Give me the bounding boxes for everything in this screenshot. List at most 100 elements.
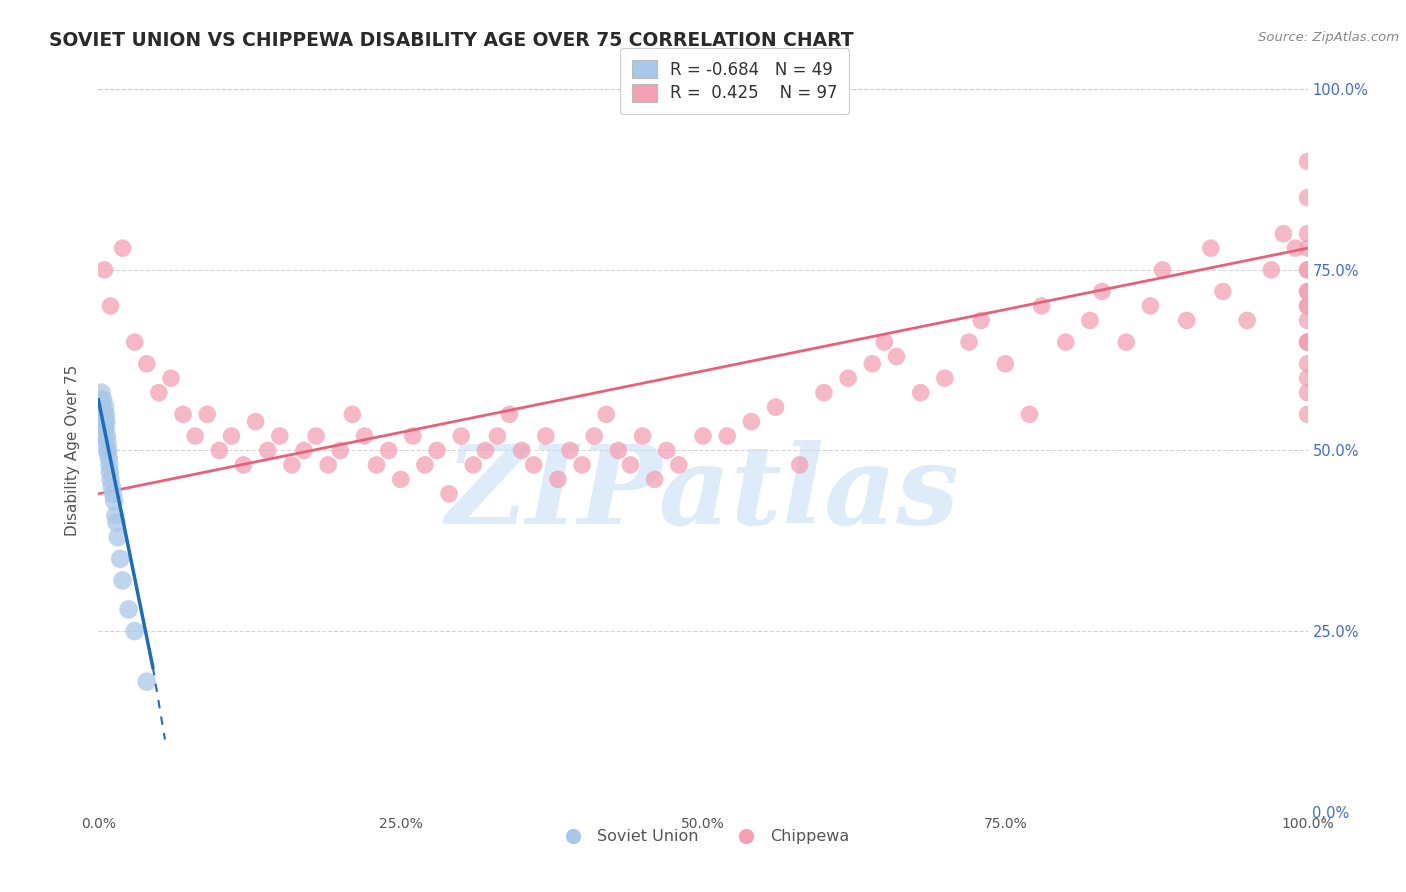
Point [1212,285,1234,299]
Point [655,443,678,458]
Point [1272,227,1295,241]
Point [474,443,496,458]
Point [523,458,546,472]
Point [195,407,218,421]
Point [1296,334,1319,349]
Point [90,422,112,436]
Point [89,415,111,429]
Point [402,429,425,443]
Point [1078,313,1101,327]
Text: ZIPatlas: ZIPatlas [446,440,960,548]
Point [510,443,533,458]
Point [89,415,111,429]
Point [910,385,932,400]
Point [1296,299,1319,313]
Point [108,551,131,566]
Point [644,472,666,486]
Point [1054,334,1077,349]
Point [107,530,129,544]
Point [91,415,114,429]
Point [837,371,859,385]
Point [96,415,118,429]
Point [1296,154,1319,169]
Point [886,350,908,364]
Point [100,472,122,486]
Point [1296,285,1319,299]
Point [668,458,690,472]
Point [221,429,243,443]
Point [232,458,254,472]
Point [558,443,581,458]
Point [94,422,117,436]
Point [316,458,339,472]
Point [98,458,121,472]
Point [104,508,127,523]
Point [90,415,112,429]
Point [135,674,157,689]
Point [111,241,134,255]
Point [89,429,111,443]
Y-axis label: Disability Age Over 75: Disability Age Over 75 [65,365,80,536]
Point [1296,299,1319,313]
Point [93,429,115,443]
Point [93,422,115,436]
Point [100,480,122,494]
Point [607,443,630,458]
Point [100,299,122,313]
Point [789,458,811,472]
Point [716,429,738,443]
Point [740,415,762,429]
Point [256,443,278,458]
Point [89,400,111,414]
Point [1296,371,1319,385]
Point [96,436,118,450]
Text: SOVIET UNION VS CHIPPEWA DISABILITY AGE OVER 75 CORRELATION CHART: SOVIET UNION VS CHIPPEWA DISABILITY AGE … [49,31,853,50]
Point [1139,299,1161,313]
Point [93,407,115,421]
Point [1284,241,1306,255]
Point [342,407,364,421]
Point [534,429,557,443]
Point [1296,357,1319,371]
Point [1236,313,1258,327]
Point [97,450,120,465]
Point [571,458,593,472]
Point [1175,313,1198,327]
Point [124,334,146,349]
Point [1296,262,1319,277]
Point [90,385,112,400]
Point [547,472,569,486]
Point [353,429,375,443]
Point [94,400,117,414]
Point [595,407,617,421]
Point [94,415,117,429]
Point [692,429,714,443]
Point [91,422,114,436]
Point [1296,191,1319,205]
Point [160,371,183,385]
Point [1296,407,1319,421]
Point [957,334,980,349]
Point [97,443,120,458]
Point [1091,285,1114,299]
Point [1152,262,1174,277]
Point [437,487,460,501]
Point [172,407,194,421]
Point [934,371,956,385]
Point [1199,241,1222,255]
Point [91,407,114,421]
Point [1296,334,1319,349]
Point [970,313,993,327]
Point [1296,313,1319,327]
Point [765,400,787,414]
Point [1115,334,1137,349]
Point [89,407,111,421]
Point [860,357,883,371]
Point [96,443,118,458]
Point [377,443,399,458]
Point [1296,227,1319,241]
Point [486,429,509,443]
Point [994,357,1017,371]
Point [91,400,114,414]
Point [1296,385,1319,400]
